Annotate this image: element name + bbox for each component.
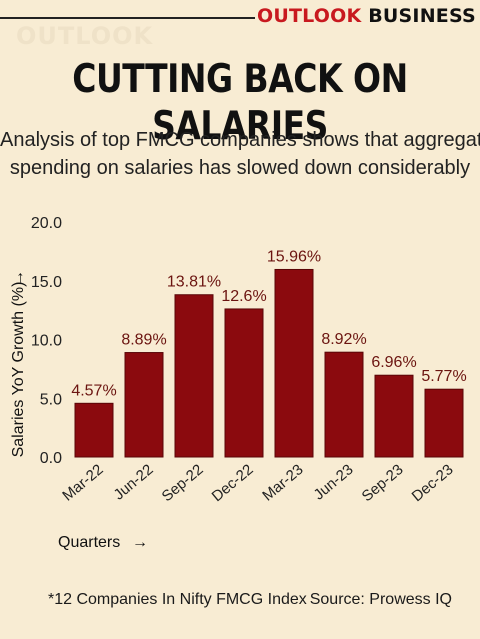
brand-logo-part1: OUTLOOK bbox=[257, 5, 362, 27]
subtitle-line-1: Analysis of top FMCG companies shows tha… bbox=[0, 129, 480, 151]
bar bbox=[274, 268, 314, 458]
x-axis-title: Quarters bbox=[58, 534, 120, 551]
brand-logo-part2: BUSINESS bbox=[368, 5, 476, 27]
y-tick-label: 0.0 bbox=[40, 450, 62, 467]
y-axis-arrow: → bbox=[10, 270, 27, 286]
bar-value-label: 8.92% bbox=[321, 331, 366, 348]
x-tick-label: Mar-22 bbox=[59, 461, 106, 505]
bar-value-label: 12.6% bbox=[221, 288, 266, 305]
x-tick-label: Jun-23 bbox=[311, 461, 357, 504]
x-tick-label: Mar-23 bbox=[259, 461, 306, 505]
subtitle-line-2: spending on salaries has slowed down con… bbox=[9, 157, 471, 179]
bar-value-label: 6.96% bbox=[371, 354, 416, 371]
bar bbox=[224, 308, 264, 458]
x-axis-arrow: → bbox=[132, 534, 148, 551]
watermark-logo: OUTLOOK bbox=[16, 22, 154, 50]
x-tick-label: Jun-22 bbox=[111, 461, 157, 504]
chart-title: CUTTING BACK ON SALARIES bbox=[72, 55, 408, 149]
bar bbox=[174, 294, 214, 458]
bar bbox=[74, 402, 114, 458]
x-tick-label: Sep-23 bbox=[359, 461, 407, 505]
x-tick-label: Dec-23 bbox=[409, 461, 457, 505]
chart-subtitle: Analysis of top FMCG companies shows tha… bbox=[0, 126, 480, 182]
bar-value-label: 8.89% bbox=[121, 332, 166, 349]
bar-value-label: 15.96% bbox=[267, 248, 321, 265]
y-tick-label: 15.0 bbox=[31, 274, 62, 291]
y-axis-title: Salaries YoY Growth (%) bbox=[10, 282, 27, 458]
brand-logo: OUTLOOK BUSINESS bbox=[257, 5, 476, 27]
source-note: Source: Prowess IQ bbox=[309, 591, 452, 608]
x-tick-label: Dec-22 bbox=[209, 461, 257, 505]
bar bbox=[324, 351, 364, 458]
y-tick-label: 5.0 bbox=[40, 391, 62, 408]
bar-chart: 0.0 5.0 10.0 15.0 20.0 Salaries YoY Growth (%… bbox=[10, 215, 467, 551]
bar bbox=[424, 388, 464, 458]
x-tick-label: Sep-22 bbox=[159, 461, 207, 505]
bar-value-label: 13.81% bbox=[167, 274, 221, 291]
y-tick-label: 10.0 bbox=[31, 333, 62, 350]
bar bbox=[124, 352, 164, 458]
bar-value-label: 5.77% bbox=[421, 368, 466, 385]
bar bbox=[374, 374, 414, 458]
y-tick-label: 20.0 bbox=[31, 215, 62, 232]
footnote: *12 Companies In Nifty FMCG Index bbox=[48, 591, 307, 608]
header-rule bbox=[0, 17, 255, 19]
bar-value-label: 4.57% bbox=[71, 382, 116, 399]
